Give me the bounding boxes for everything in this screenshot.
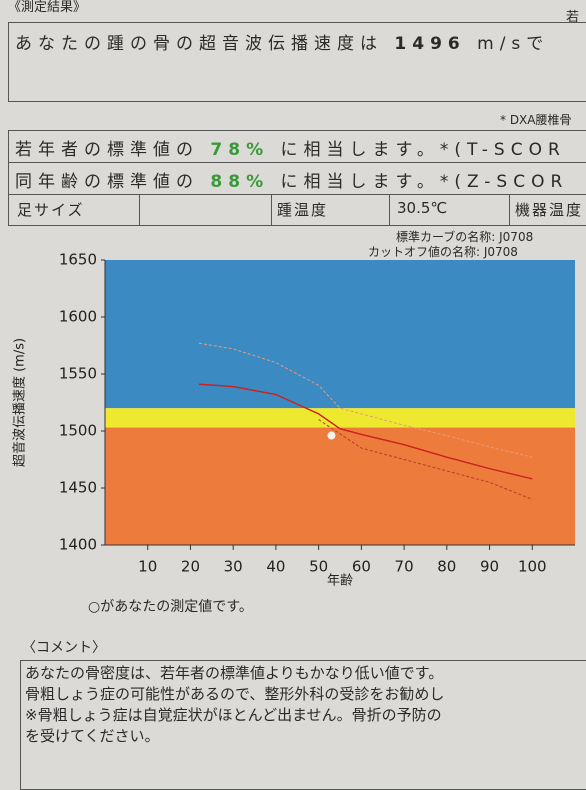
cell: 30.5℃: [397, 199, 448, 217]
score-row: 若年者の標準値の 78% に相当します。*(T-SCOR: [15, 135, 566, 160]
curve: [198, 342, 533, 458]
corner-text: 若: [566, 10, 580, 25]
x-tick-label: 60: [352, 558, 371, 576]
y-tick-label: 1450: [59, 479, 97, 497]
result-suffix: m/sで: [477, 34, 550, 54]
comment-line: ※骨粗しょう症は自覚症状がほとんど出ません。骨折の予防の: [25, 706, 442, 724]
comment-title: 〈コメント〉: [22, 640, 106, 656]
y-tick-label: 1500: [59, 422, 97, 440]
result-value: 1496: [394, 34, 466, 54]
curve: [198, 383, 533, 480]
y-tick-label: 1650: [59, 251, 97, 269]
x-tick-label: 40: [266, 558, 285, 576]
score-suffix: に相当します。*(Z-SCOR: [280, 172, 569, 192]
score-value: 78%: [210, 140, 270, 160]
x-tick-label: 30: [224, 558, 243, 576]
result-line: あなたの踵の骨の超音波伝播速度は 1496 m/sで: [15, 29, 549, 54]
score-prefix: 若年者の標準値の: [15, 140, 199, 160]
y-tick-label: 1600: [59, 308, 97, 326]
cell: 踵温度: [277, 201, 329, 219]
score-table: 若年者の標準値の 78% に相当します。*(T-SCOR 同年齢の標準値の 88…: [8, 130, 586, 226]
comment-box: あなたの骨密度は、若年者の標準値よりもかなり低い値です。 骨粗しょう症の可能性が…: [20, 660, 586, 790]
comment-line: あなたの骨密度は、若年者の標準値よりもかなり低い値です。: [25, 664, 444, 682]
cell: 足サイズ: [17, 201, 85, 219]
x-tick-label: 20: [181, 558, 200, 576]
comment-line: 骨粗しょう症の可能性があるので、整形外科の受診をお勧めし: [25, 685, 445, 703]
y-axis-label: 超音波伝播速度 (m/s): [12, 338, 28, 467]
y-tick-label: 1550: [59, 365, 97, 383]
score-prefix: 同年齢の標準値の: [15, 172, 199, 192]
comment-lines: あなたの骨密度は、若年者の標準値よりもかなり低い値です。 骨粗しょう症の可能性が…: [25, 663, 444, 747]
result-prefix: あなたの踵の骨の超音波伝播速度は: [15, 34, 383, 54]
zone: [105, 408, 575, 428]
y-tick-label: 1400: [59, 536, 97, 554]
cell: 機器温度: [515, 201, 584, 219]
x-tick-label: 70: [395, 558, 414, 576]
score-value: 88%: [210, 172, 270, 192]
measured-point: [327, 431, 336, 440]
x-tick-label: 90: [480, 558, 499, 576]
zone: [105, 260, 575, 409]
x-tick-label: 10: [138, 558, 157, 576]
score-row: 同年齢の標準値の 88% に相当します。*(Z-SCOR: [15, 167, 568, 192]
x-tick-label: 80: [437, 558, 456, 576]
curve-name: カットオフ値の名称: J0708: [368, 245, 518, 259]
comment-line: を受けてください。: [25, 727, 160, 745]
result-box: あなたの踵の骨の超音波伝播速度は 1496 m/sで: [8, 22, 586, 102]
note: * DXA腰椎骨: [500, 113, 572, 127]
section-title: 《測定結果》: [8, 0, 87, 15]
x-axis-label: 年齢: [327, 574, 353, 589]
legend-note: ○があなたの測定値です。: [88, 599, 253, 615]
x-tick-label: 50: [309, 558, 328, 576]
zone: [105, 427, 575, 545]
curve: [318, 419, 533, 500]
score-suffix: に相当します。*(T-SCOR: [280, 140, 566, 160]
curve-name: 標準カーブの名称: J0708: [396, 230, 534, 244]
x-tick-label: 100: [518, 558, 547, 576]
